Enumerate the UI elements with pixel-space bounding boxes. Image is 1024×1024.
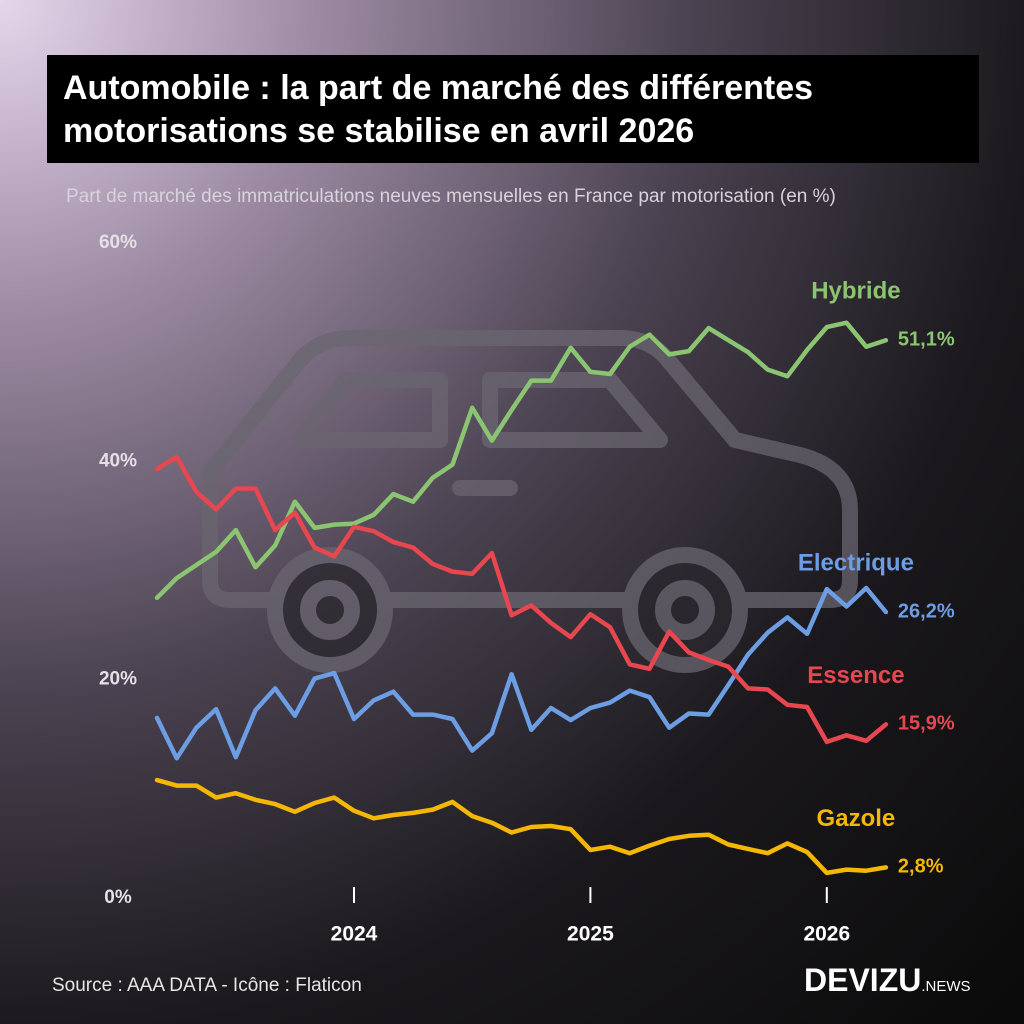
line-series	[154, 454, 889, 745]
y-tick-label: 40%	[99, 450, 137, 471]
line-series	[154, 585, 889, 761]
y-tick-label: 0%	[104, 887, 132, 908]
x-tick-label: 2024	[331, 923, 378, 946]
brand-suffix: .NEWS	[921, 978, 971, 995]
brand-name: DEVIZU	[804, 962, 922, 998]
y-tick-label: 20%	[99, 669, 137, 690]
value-label: 26,2%	[898, 600, 955, 622]
y-tick-label: 60%	[99, 232, 137, 253]
value-label: 2,8%	[898, 856, 944, 878]
series-name: Essence	[807, 662, 904, 689]
car-icon	[202, 330, 858, 673]
series-name: Electrique	[798, 549, 914, 576]
value-label: 51,1%	[898, 328, 955, 350]
brand: DEVIZU.NEWS	[804, 962, 971, 999]
value-label: 15,9%	[898, 713, 955, 735]
line-series	[154, 777, 889, 876]
line-series	[154, 320, 889, 601]
x-tick-label: 2025	[567, 923, 614, 946]
chart-subtitle: Part de marché des immatriculations neuv…	[66, 186, 836, 207]
chart-title: Automobile : la part de marché des diffé…	[47, 55, 979, 163]
x-tick-label: 2026	[803, 923, 850, 946]
source: Source : AAA DATA - Icône : Flaticon	[52, 975, 362, 996]
series-name: Gazole	[817, 805, 896, 832]
series-name: Hybride	[811, 278, 900, 305]
